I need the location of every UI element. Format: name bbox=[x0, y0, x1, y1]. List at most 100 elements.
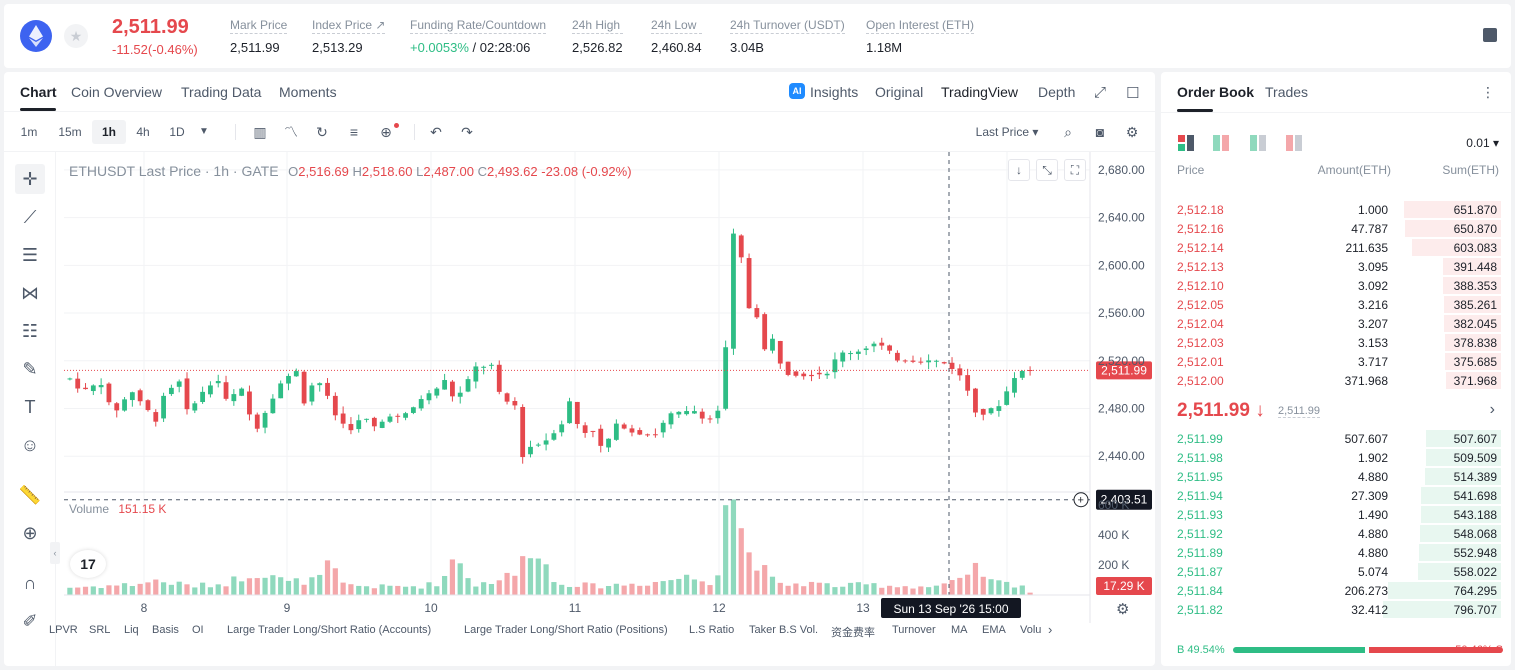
bid-row[interactable]: 2,511.95 4.880 514.389 bbox=[1161, 467, 1511, 486]
candlestick-chart[interactable]: 2,511.99 + 2,403.51 2,680.00 2,640.00 2,600.0… bbox=[4, 72, 1155, 666]
bid-row[interactable]: 2,511.84 206.273 764.295 bbox=[1161, 581, 1511, 600]
compare-icon[interactable]: ↻ bbox=[316, 124, 328, 140]
ask-row[interactable]: 2,512.13 3.095 391.448 bbox=[1161, 257, 1511, 276]
indicator-volume[interactable]: Volu bbox=[1020, 624, 1042, 636]
ask-row[interactable]: 2,512.14 211.635 603.083 bbox=[1161, 238, 1511, 257]
add-alert-icon[interactable]: ⊕ bbox=[380, 124, 392, 140]
ask-row[interactable]: 2,512.04 3.207 382.045 bbox=[1161, 314, 1511, 333]
view-tradingview[interactable]: TradingView bbox=[941, 84, 1019, 100]
view-insights[interactable]: Insights bbox=[810, 84, 859, 100]
tab-trades[interactable]: Trades bbox=[1265, 84, 1309, 100]
favorite-star-icon[interactable]: ★ bbox=[64, 24, 88, 48]
fibonacci-tool-icon[interactable]: ☷ bbox=[21, 321, 39, 341]
indicator-oi[interactable]: OI bbox=[192, 624, 204, 636]
timeframe-dropdown-icon[interactable]: ▼ bbox=[199, 126, 209, 137]
indicator-large-trader-accounts[interactable]: Large Trader Long/Short Ratio (Accounts) bbox=[227, 624, 432, 636]
bid-row[interactable]: 2,511.89 4.880 552.948 bbox=[1161, 543, 1511, 562]
precision-select[interactable]: 0.01 ▾ bbox=[1466, 136, 1499, 150]
collapse-toolbar-icon[interactable]: ‹ bbox=[50, 542, 60, 564]
candle-body bbox=[176, 381, 182, 387]
templates-icon[interactable]: ≡ bbox=[349, 124, 359, 140]
ask-row[interactable]: 2,512.03 3.153 378.838 bbox=[1161, 333, 1511, 352]
chevron-right-icon[interactable]: › bbox=[1489, 401, 1495, 418]
legend-l-label: L bbox=[416, 164, 424, 179]
horizontal-lines-tool-icon[interactable]: ☰ bbox=[21, 245, 39, 265]
redo-icon[interactable]: ↷ bbox=[461, 124, 473, 140]
ask-row[interactable]: 2,512.05 3.216 385.261 bbox=[1161, 295, 1511, 314]
bid-row[interactable]: 2,511.99 507.607 507.607 bbox=[1161, 429, 1511, 448]
price-tick-label: 2,520.00 bbox=[1098, 354, 1145, 368]
bid-row[interactable]: 2,511.92 4.880 548.068 bbox=[1161, 524, 1511, 543]
volume-bar bbox=[309, 577, 315, 595]
indicator-ma[interactable]: MA bbox=[951, 624, 968, 636]
maximize-icon[interactable]: ☐ bbox=[1126, 85, 1140, 102]
expand-icon[interactable]: ⤢ bbox=[1094, 84, 1107, 101]
emoji-tool-icon[interactable]: ☺ bbox=[20, 435, 40, 455]
layout-bids-icon[interactable] bbox=[1250, 135, 1266, 151]
indicator-basis[interactable]: Basis bbox=[152, 624, 179, 636]
timeframe-1h[interactable]: 1h bbox=[92, 120, 126, 144]
book-icon[interactable] bbox=[1483, 28, 1497, 42]
layout-asks-bids-icon[interactable] bbox=[1213, 135, 1229, 151]
indicator-taker-vol[interactable]: Taker B.S Vol. bbox=[749, 624, 819, 636]
tab-coin-overview[interactable]: Coin Overview bbox=[71, 84, 163, 100]
indicator-lpvr[interactable]: LPVR bbox=[49, 624, 78, 636]
ask-row[interactable]: 2,512.00 371.968 371.968 bbox=[1161, 371, 1511, 390]
bid-row[interactable]: 2,511.98 1.902 509.509 bbox=[1161, 448, 1511, 467]
layout-asks-icon[interactable] bbox=[1286, 135, 1302, 151]
volume-bar bbox=[746, 552, 752, 595]
bid-row[interactable]: 2,511.87 5.074 558.022 bbox=[1161, 562, 1511, 581]
tab-order-book[interactable]: Order Book bbox=[1177, 84, 1255, 100]
timeframe-1m[interactable]: 1m bbox=[20, 125, 38, 139]
scroll-right-icon[interactable]: › bbox=[1048, 622, 1053, 637]
fullscreen-icon[interactable]: ⛶ bbox=[1064, 159, 1086, 181]
indicator-ls-ratio[interactable]: L.S Ratio bbox=[689, 624, 735, 636]
scroll-down-icon[interactable]: ↓ bbox=[1008, 159, 1030, 181]
trend-line-tool-icon[interactable]: ⟋ bbox=[23, 207, 37, 227]
camera-icon[interactable]: ◙ bbox=[1095, 124, 1105, 140]
indicator-large-trader-positions[interactable]: Large Trader Long/Short Ratio (Positions… bbox=[464, 624, 668, 636]
indicator-funding-rate[interactable]: 资金费率 bbox=[831, 627, 875, 639]
ask-row[interactable]: 2,512.16 47.787 650.870 bbox=[1161, 219, 1511, 238]
price-type-select[interactable]: Last Price ▾ bbox=[975, 125, 1039, 139]
indicator-srl[interactable]: SRL bbox=[89, 624, 111, 636]
candle-type-icon[interactable]: ▥ bbox=[253, 124, 267, 140]
bid-row[interactable]: 2,511.93 1.490 543.188 bbox=[1161, 505, 1511, 524]
stat-index-price[interactable]: Index Price ↗ 2,513.29 bbox=[312, 18, 386, 55]
ask-row[interactable]: 2,512.10 3.092 388.353 bbox=[1161, 276, 1511, 295]
indicator-ema[interactable]: EMA bbox=[982, 624, 1006, 636]
search-icon[interactable]: ⌕ bbox=[1064, 124, 1072, 140]
chart-settings-icon[interactable]: ⚙ bbox=[1116, 601, 1130, 618]
settings-gear-icon[interactable]: ⚙ bbox=[1125, 124, 1139, 140]
ask-row[interactable]: 2,512.18 1.000 651.870 bbox=[1161, 200, 1511, 219]
undo-icon[interactable]: ↶ bbox=[430, 124, 442, 140]
indicator-liq[interactable]: Liq bbox=[124, 624, 139, 636]
layout-both-icon[interactable] bbox=[1178, 135, 1194, 151]
candle-body bbox=[1012, 378, 1017, 393]
timeframe-1d[interactable]: 1D bbox=[169, 125, 185, 139]
volume-bar bbox=[418, 588, 424, 595]
ask-row[interactable]: 2,512.01 3.717 375.685 bbox=[1161, 352, 1511, 371]
timeframe-4h[interactable]: 4h bbox=[136, 125, 150, 139]
view-original[interactable]: Original bbox=[875, 84, 924, 100]
brush-tool-icon[interactable]: ✎ bbox=[22, 359, 38, 379]
view-depth[interactable]: Depth bbox=[1038, 84, 1076, 100]
pattern-tool-icon[interactable]: ⋈ bbox=[21, 283, 39, 303]
bid-row[interactable]: 2,511.82 32.412 796.707 bbox=[1161, 600, 1511, 619]
draw-lock-tool-icon[interactable]: ✐ bbox=[22, 611, 38, 631]
tab-trading-data[interactable]: Trading Data bbox=[181, 84, 262, 100]
crosshair-tool-icon[interactable]: ✛ bbox=[15, 164, 45, 194]
more-options-icon[interactable]: ⋮ bbox=[1481, 84, 1495, 100]
text-tool-icon[interactable]: T bbox=[24, 397, 36, 417]
timeframe-15m[interactable]: 15m bbox=[58, 125, 82, 139]
magnet-tool-icon[interactable]: ∩ bbox=[23, 573, 37, 593]
tab-moments[interactable]: Moments bbox=[279, 84, 337, 100]
bid-row[interactable]: 2,511.94 27.309 541.698 bbox=[1161, 486, 1511, 505]
zoom-in-tool-icon[interactable]: ⊕ bbox=[22, 523, 38, 543]
volume-bar bbox=[535, 558, 541, 595]
indicators-icon[interactable]: 〽 bbox=[284, 124, 298, 140]
tab-chart[interactable]: Chart bbox=[20, 84, 57, 100]
collapse-icon[interactable]: ⤡ bbox=[1036, 159, 1058, 181]
ruler-tool-icon[interactable]: 📏 bbox=[18, 485, 42, 505]
indicator-turnover[interactable]: Turnover bbox=[892, 624, 936, 636]
